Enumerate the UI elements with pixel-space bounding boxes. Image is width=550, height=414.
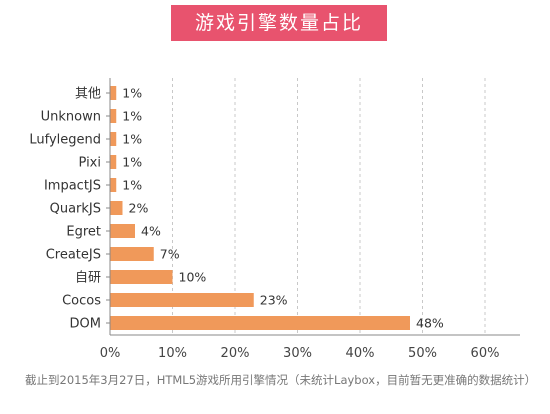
- category-label: 自研: [75, 271, 101, 286]
- category-label: QuarkJS: [50, 202, 101, 217]
- category-label: Lufylegend: [29, 133, 101, 148]
- bar: [110, 109, 117, 123]
- bar: [110, 201, 123, 215]
- x-tick-label: 20%: [221, 346, 250, 361]
- bar: [110, 293, 254, 307]
- category-label: ImpactJS: [44, 179, 101, 194]
- bar: [110, 86, 117, 100]
- data-label: 4%: [141, 224, 161, 239]
- bar: [110, 270, 173, 284]
- x-tick-label: 30%: [283, 346, 312, 361]
- data-label: 1%: [122, 155, 142, 170]
- data-label: 10%: [179, 270, 207, 285]
- data-label: 7%: [160, 247, 180, 262]
- bar: [110, 224, 135, 238]
- axes: [106, 78, 520, 336]
- bars: [110, 86, 410, 330]
- bar: [110, 316, 410, 330]
- footnote: 截止到2015年3月27日，HTML5游戏所用引擎情况（未统计Laybox，目前…: [25, 373, 537, 387]
- data-label: 1%: [122, 109, 142, 124]
- category-label: 其他: [75, 87, 101, 102]
- x-tick-label: 40%: [346, 346, 375, 361]
- bar: [110, 178, 117, 192]
- category-label: Cocos: [62, 294, 101, 309]
- gridlines: [172, 78, 486, 335]
- data-label: 1%: [122, 178, 142, 193]
- category-label: Egret: [66, 225, 101, 240]
- bar: [110, 247, 154, 261]
- data-label: 1%: [122, 86, 142, 101]
- x-tick-label: 0%: [100, 346, 121, 361]
- x-tick-label: 60%: [471, 346, 500, 361]
- data-label: 48%: [416, 316, 444, 331]
- labels: 0% 10% 20% 30% 40% 50% 60% 其他 1% Unknown 1% Lufyleg…: [29, 86, 499, 362]
- x-tick-label: 10%: [158, 346, 187, 361]
- x-tick-label: 50%: [408, 346, 437, 361]
- bar: [110, 155, 117, 169]
- data-label: 1%: [122, 132, 142, 147]
- data-label: 23%: [260, 293, 288, 308]
- category-label: CreateJS: [46, 248, 101, 263]
- chart-title: 游戏引擎数量占比: [171, 5, 387, 41]
- category-label: Pixi: [79, 156, 101, 171]
- data-label: 2%: [129, 201, 149, 216]
- category-label: DOM: [70, 317, 101, 332]
- category-label: Unknown: [41, 110, 101, 125]
- bar: [110, 132, 117, 146]
